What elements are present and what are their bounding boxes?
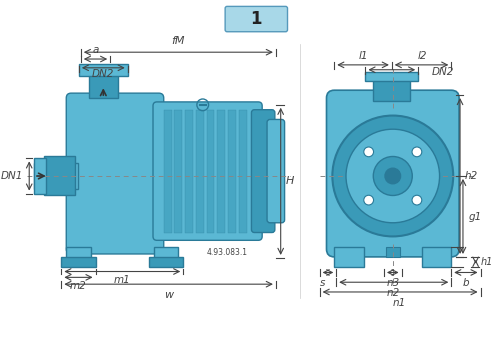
Text: m2: m2	[70, 281, 86, 291]
Bar	[174, 110, 182, 232]
FancyBboxPatch shape	[326, 90, 459, 257]
Bar	[149, 257, 183, 267]
Bar	[185, 110, 193, 232]
Text: n2: n2	[387, 288, 400, 298]
Text: n1: n1	[393, 298, 406, 308]
FancyBboxPatch shape	[66, 93, 164, 254]
Bar	[228, 110, 236, 232]
FancyBboxPatch shape	[252, 110, 275, 232]
Bar	[88, 74, 118, 98]
Text: DN1: DN1	[1, 171, 24, 181]
Circle shape	[332, 115, 453, 237]
FancyBboxPatch shape	[153, 102, 262, 240]
Bar	[422, 247, 452, 267]
Bar	[79, 64, 128, 75]
Text: s: s	[320, 278, 326, 288]
Bar	[196, 110, 203, 232]
Text: b: b	[462, 278, 469, 288]
Text: a: a	[92, 45, 98, 55]
Bar	[218, 110, 225, 232]
Bar	[386, 247, 400, 257]
Circle shape	[385, 168, 400, 184]
Text: h1: h1	[480, 257, 493, 267]
Circle shape	[412, 147, 422, 157]
Bar	[159, 108, 256, 234]
Text: l2: l2	[418, 51, 427, 61]
FancyBboxPatch shape	[225, 6, 288, 32]
Text: DN2: DN2	[92, 69, 114, 79]
Text: H: H	[286, 176, 294, 186]
Bar	[164, 110, 172, 232]
Bar	[34, 158, 46, 193]
Text: 1: 1	[250, 10, 262, 28]
Bar	[66, 247, 90, 259]
Bar	[206, 110, 214, 232]
Circle shape	[364, 147, 374, 157]
Bar	[374, 79, 410, 101]
Text: 4.93.083.1: 4.93.083.1	[206, 249, 248, 258]
Bar	[239, 110, 246, 232]
Text: w: w	[164, 290, 173, 300]
Circle shape	[374, 157, 412, 196]
Text: h2: h2	[465, 171, 478, 181]
Circle shape	[412, 195, 422, 205]
Text: fM: fM	[172, 37, 185, 46]
Text: DN2: DN2	[432, 67, 454, 77]
Text: g1: g1	[469, 212, 482, 222]
Text: l1: l1	[359, 51, 368, 61]
Circle shape	[364, 195, 374, 205]
Text: n3: n3	[386, 278, 400, 288]
Bar	[366, 72, 418, 81]
FancyBboxPatch shape	[267, 119, 284, 223]
Bar	[44, 157, 75, 196]
Bar	[154, 247, 178, 259]
Bar	[62, 257, 96, 267]
Text: m1: m1	[114, 276, 130, 285]
Bar	[34, 163, 78, 188]
Circle shape	[346, 129, 440, 223]
Bar	[334, 247, 364, 267]
